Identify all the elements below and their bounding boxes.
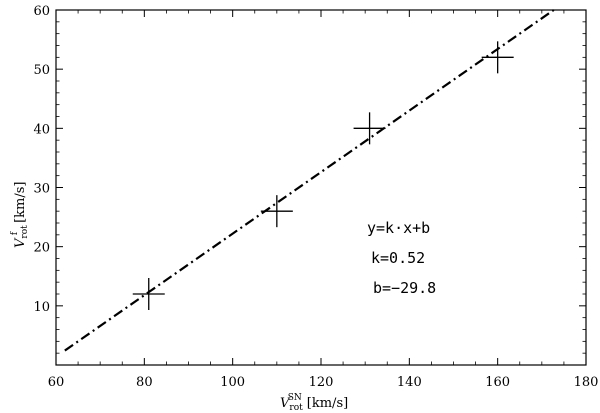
y-axis-label: Vrotf [km/s] bbox=[10, 182, 30, 248]
x-axis-label-unit: [km/s] bbox=[307, 396, 348, 411]
x-tick-label: 100 bbox=[220, 375, 245, 390]
annotation-b: b=−29.8 bbox=[373, 279, 436, 297]
y-axis-label-main: V bbox=[13, 237, 28, 248]
annotation-k: k=0.52 bbox=[371, 249, 425, 267]
y-tick-label: 20 bbox=[33, 241, 50, 256]
x-axis-label-sup: SN bbox=[288, 393, 302, 403]
plot-area bbox=[55, 9, 587, 366]
tick-labels: 60 80 100 120 140 160 180 10 20 30 40 50 60 bbox=[33, 4, 598, 390]
x-tick-label: 140 bbox=[397, 375, 422, 390]
data-points bbox=[132, 41, 514, 310]
x-tick-label: 120 bbox=[309, 375, 334, 390]
x-tick-label: 180 bbox=[574, 375, 599, 390]
x-tick-label: 60 bbox=[48, 375, 65, 390]
axis-ticks bbox=[55, 9, 587, 366]
annotation-equation: y=k·x+b bbox=[367, 219, 430, 237]
y-axis-label-sup: f bbox=[10, 231, 20, 235]
y-axis-label-sub: rot bbox=[20, 225, 30, 239]
y-tick-label: 40 bbox=[33, 122, 50, 137]
x-axis-label: VrotSN [km/s] bbox=[280, 393, 348, 413]
y-axis-label-unit: [km/s] bbox=[13, 182, 28, 223]
x-tick-label: 80 bbox=[136, 375, 153, 390]
y-tick-label: 50 bbox=[33, 63, 50, 78]
y-tick-label: 30 bbox=[33, 182, 50, 197]
x-tick-label: 160 bbox=[485, 375, 510, 390]
y-tick-label: 60 bbox=[33, 4, 50, 19]
x-axis-label-sub: rot bbox=[289, 403, 303, 413]
x-axis-label-main: V bbox=[280, 396, 291, 411]
y-tick-label: 10 bbox=[33, 300, 50, 315]
